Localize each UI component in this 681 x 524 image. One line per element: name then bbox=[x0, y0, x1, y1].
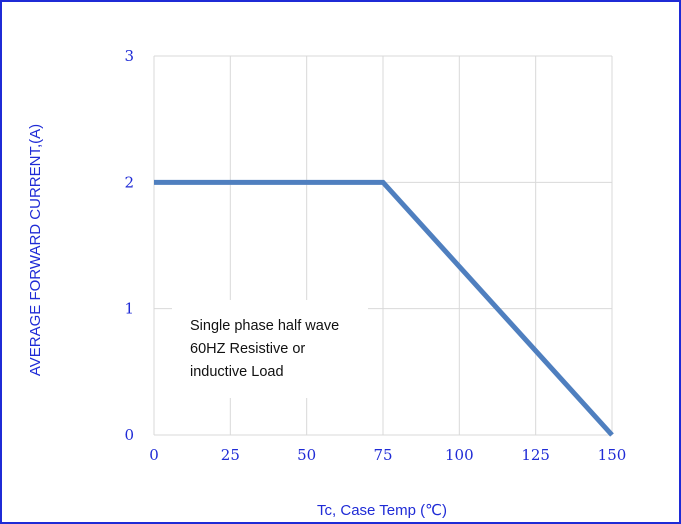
annotation-line-2: 60HZ Resistive or bbox=[190, 341, 305, 357]
x-axis-label: Tc, Case Temp (℃) bbox=[317, 502, 447, 519]
annotation-line-1: Single phase half wave bbox=[190, 318, 339, 334]
y-tick-label: 1 bbox=[124, 300, 134, 318]
x-tick-label: 50 bbox=[297, 446, 316, 464]
annotation-box: Single phase half wave 60HZ Resistive or… bbox=[172, 300, 368, 398]
series-layer bbox=[154, 179, 614, 437]
x-tick-label: 0 bbox=[149, 446, 159, 464]
x-tick-label: 25 bbox=[221, 446, 240, 464]
annotation-background bbox=[172, 300, 368, 398]
y-tick-label: 0 bbox=[124, 426, 134, 444]
y-tick-label: 2 bbox=[124, 173, 134, 191]
series-line bbox=[154, 179, 614, 437]
x-tick-label: 125 bbox=[521, 446, 550, 464]
y-axis-label: AVERAGE FORWARD CURRENT,(A) bbox=[27, 124, 44, 376]
tick-layer: 0 25 50 75 100 125 150 0 1 2 3 bbox=[124, 47, 626, 464]
x-tick-label: 150 bbox=[598, 446, 627, 464]
x-tick-label: 100 bbox=[445, 446, 474, 464]
y-tick-label: 3 bbox=[124, 47, 134, 65]
annotation-line-3: inductive Load bbox=[190, 364, 284, 380]
x-tick-label: 75 bbox=[373, 446, 392, 464]
